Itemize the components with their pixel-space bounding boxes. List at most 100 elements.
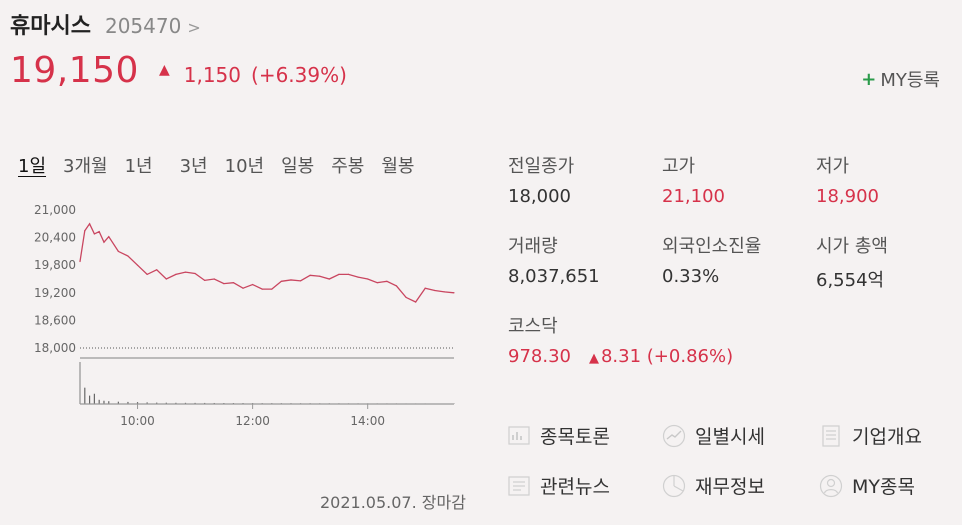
price-point <box>290 279 292 281</box>
link-news[interactable]: 관련뉴스 <box>506 472 610 499</box>
link-finance-label: 재무정보 <box>695 476 765 498</box>
current-price: 19,150 <box>10 50 139 91</box>
link-discussion[interactable]: 종목토론 <box>506 422 610 449</box>
market-close-date: 2021.05.07. 장마감 <box>320 493 466 512</box>
low-label: 저가 <box>816 156 850 177</box>
link-discussion-label: 종목토론 <box>540 426 610 448</box>
link-news-label: 관련뉴스 <box>540 476 610 498</box>
tab-3m[interactable]: 3개월 <box>63 156 108 177</box>
link-finance[interactable]: 재무정보 <box>661 472 765 499</box>
stat-low: 저가 18,900 <box>816 152 879 207</box>
price-point <box>223 283 225 285</box>
price-point <box>328 278 330 280</box>
link-daily-price[interactable]: 일별시세 <box>661 422 765 449</box>
price-point <box>79 260 81 263</box>
y-tick-label: 21,000 <box>34 203 76 217</box>
low-value: 18,900 <box>816 186 879 207</box>
price-point <box>175 273 177 275</box>
price-point <box>271 288 273 290</box>
foreign-label: 외국인소진율 <box>662 236 762 257</box>
y-tick-label: 19,200 <box>34 286 76 300</box>
tab-daily-candle[interactable]: 일봉 <box>281 156 315 177</box>
price-point <box>319 275 321 277</box>
price-point <box>146 273 148 275</box>
volume-value: 8,037,651 <box>508 266 600 287</box>
stock-header: 휴마시스 205470 > <box>10 8 201 40</box>
news-icon <box>506 473 532 499</box>
price-point <box>280 280 282 282</box>
intraday-chart[interactable]: 21,000 20,400 19,800 19,200 18,600 18,000 10:0… <box>20 196 460 436</box>
prev-close-value: 18,000 <box>508 186 571 207</box>
price-point <box>108 236 110 238</box>
stat-volume: 거래량 8,037,651 <box>508 232 600 287</box>
my-register-button[interactable]: + MY등록 <box>861 66 940 92</box>
y-tick-label: 19,800 <box>34 258 76 272</box>
price-point <box>299 280 302 282</box>
price-chart-svg: 21,000 20,400 19,800 19,200 18,600 18,000 10:0… <box>34 203 455 428</box>
market-cap-number: 6,554 <box>816 270 868 291</box>
link-company[interactable]: 기업개요 <box>818 422 922 449</box>
up-triangle-icon: ▲ <box>588 351 599 366</box>
tab-3y[interactable]: 3년 <box>179 156 208 177</box>
price-change-percent: (+6.39%) <box>251 63 347 87</box>
market-cap-value: 6,554억 <box>816 266 888 292</box>
x-tick-label: 10:00 <box>120 414 155 428</box>
price-point <box>232 282 235 284</box>
price-point <box>357 276 359 278</box>
high-label: 고가 <box>662 156 696 177</box>
price-point <box>367 278 369 280</box>
plus-icon: + <box>861 68 877 90</box>
volume-label: 거래량 <box>508 236 558 257</box>
y-tick-label: 18,600 <box>34 313 76 327</box>
tab-monthly-candle[interactable]: 월봉 <box>381 156 415 177</box>
period-tabs: 1일 3개월 1년 3년 10년 일봉 주봉 월봉 <box>18 152 431 178</box>
price-change: 1,150 <box>183 63 242 87</box>
stock-name[interactable]: 휴마시스 <box>10 14 91 39</box>
price-point <box>434 289 436 292</box>
price-point <box>165 278 167 280</box>
tab-1d[interactable]: 1일 <box>18 156 47 177</box>
price-point <box>309 274 311 276</box>
price-point <box>84 230 86 232</box>
stat-foreign: 외국인소진율 0.33% <box>662 232 761 287</box>
tab-10y[interactable]: 10년 <box>224 156 265 177</box>
kosdaq-change: 8.31 (+0.86%) <box>600 346 734 367</box>
price-point <box>88 223 91 225</box>
price-point <box>93 233 95 235</box>
price-point <box>242 287 244 289</box>
price-point <box>204 279 206 281</box>
price-point <box>98 231 100 233</box>
link-my-stocks[interactable]: MY종목 <box>818 472 915 499</box>
price-point <box>103 241 105 243</box>
stock-code[interactable]: 205470 <box>104 14 182 38</box>
price-point <box>127 255 129 257</box>
price-point <box>415 301 417 303</box>
up-triangle-icon: ▲ <box>158 62 170 78</box>
stat-prev-close: 전일종가 18,000 <box>508 152 574 207</box>
stat-high: 고가 21,100 <box>662 152 725 207</box>
user-icon <box>818 473 844 499</box>
discussion-icon <box>506 423 532 449</box>
price-point <box>184 271 187 273</box>
price-point <box>136 264 139 266</box>
pie-chart-icon <box>661 473 687 499</box>
stat-kosdaq[interactable]: 코스닥 978.30 ▲ 8.31 (+0.86%) <box>508 312 733 367</box>
x-tick-label: 12:00 <box>235 414 270 428</box>
prev-close-label: 전일종가 <box>508 156 575 177</box>
price-point <box>338 273 340 275</box>
price-point <box>453 292 455 294</box>
price-point <box>156 269 158 271</box>
market-cap-unit: 억 <box>867 270 885 291</box>
my-register-label: MY등록 <box>880 70 940 91</box>
x-tick-label: 14:00 <box>350 414 385 428</box>
y-tick-label: 20,400 <box>34 231 76 245</box>
document-icon <box>818 423 844 449</box>
foreign-value: 0.33% <box>662 266 720 287</box>
tab-1y[interactable]: 1년 <box>124 156 153 177</box>
chevron-right-icon[interactable]: > <box>187 18 201 37</box>
price-point <box>386 280 388 282</box>
kosdaq-row: 978.30 ▲ 8.31 (+0.86%) <box>508 346 733 367</box>
tab-weekly-candle[interactable]: 주봉 <box>331 156 365 177</box>
price-point <box>194 272 196 275</box>
